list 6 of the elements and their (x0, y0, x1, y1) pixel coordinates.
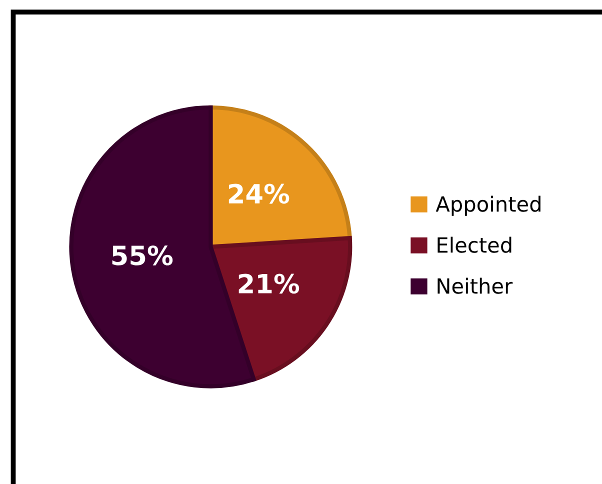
data-label: 24% (228, 184, 290, 204)
data-label: 21% (238, 274, 300, 294)
legend-label: Neither (438, 278, 513, 294)
legend-label: Elected (438, 236, 512, 253)
data-label: 55% (112, 245, 173, 266)
legend-label: Appointed (436, 196, 540, 216)
